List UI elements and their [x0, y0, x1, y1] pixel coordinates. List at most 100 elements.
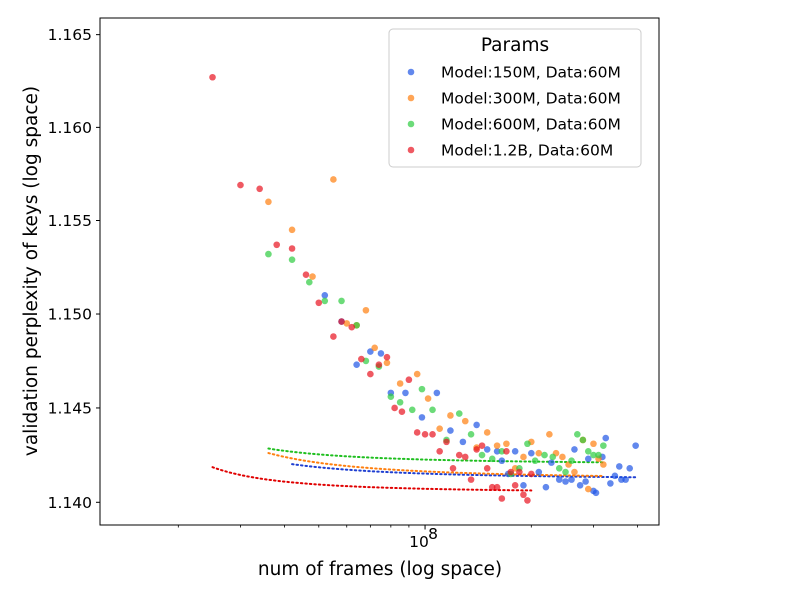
data-point	[467, 476, 475, 483]
data-point	[516, 468, 523, 476]
data-point	[584, 448, 592, 455]
data-point	[413, 429, 421, 436]
x-axis-title: num of frames (log space)	[258, 559, 502, 580]
data-point	[358, 355, 365, 363]
data-point	[302, 271, 310, 278]
data-point	[383, 353, 391, 361]
data-point	[622, 476, 629, 483]
data-point	[528, 470, 535, 478]
data-point	[418, 385, 426, 393]
data-point	[473, 446, 480, 453]
data-point	[483, 446, 491, 453]
data-point	[306, 278, 313, 286]
data-point	[520, 453, 527, 461]
data-point	[632, 442, 639, 449]
data-point	[559, 453, 566, 461]
data-points	[209, 73, 639, 504]
data-point	[511, 448, 519, 455]
data-point	[511, 481, 519, 489]
data-point	[528, 449, 535, 457]
data-point	[447, 427, 454, 434]
data-point	[507, 468, 515, 476]
data-point	[493, 442, 501, 449]
data-point	[288, 256, 296, 264]
data-point	[429, 406, 436, 414]
data-point	[548, 459, 555, 466]
data-point	[396, 399, 404, 406]
data-point	[455, 451, 463, 459]
data-point	[391, 404, 398, 412]
data-point	[443, 438, 450, 446]
x-tick-label-base: 10	[409, 533, 429, 551]
legend-label: Model:600M, Data:60M	[441, 116, 621, 134]
data-point	[449, 464, 457, 472]
data-point	[429, 431, 436, 438]
data-point	[375, 361, 383, 368]
data-point	[377, 350, 385, 357]
data-point	[562, 478, 569, 485]
data-point	[461, 453, 469, 461]
data-point	[498, 495, 506, 502]
data-point	[546, 431, 553, 438]
data-point	[367, 370, 374, 378]
data-point	[237, 181, 244, 189]
data-point	[483, 429, 491, 436]
data-point	[592, 489, 600, 497]
data-point	[568, 476, 575, 483]
y-tick-label: 1.150	[48, 306, 92, 324]
data-point	[611, 472, 619, 480]
data-point	[595, 451, 602, 459]
data-point	[478, 451, 486, 459]
data-point	[590, 451, 597, 459]
legend-label: Model:300M, Data:60M	[441, 90, 621, 108]
legend-marker	[407, 146, 415, 154]
x-tick-label: 10	[409, 533, 429, 551]
legend: Params Model:150M, Data:60M Model:300M, D…	[388, 28, 642, 168]
data-point	[571, 446, 578, 453]
fit-line	[291, 463, 639, 479]
data-point	[447, 412, 454, 419]
data-point	[571, 468, 578, 476]
data-point	[396, 380, 404, 387]
legend-marker	[407, 120, 415, 128]
data-point	[574, 431, 581, 438]
data-point	[549, 453, 557, 461]
fit-line	[267, 452, 605, 477]
data-point	[338, 318, 345, 325]
data-point	[542, 483, 550, 491]
data-point	[348, 323, 356, 331]
data-point	[398, 408, 406, 416]
data-point	[421, 431, 429, 438]
data-point	[590, 440, 597, 448]
data-point	[273, 241, 281, 249]
data-point	[584, 485, 592, 493]
data-point	[607, 480, 614, 487]
data-point	[371, 344, 378, 352]
data-point	[520, 481, 527, 489]
data-point	[493, 483, 501, 491]
data-point	[338, 297, 345, 305]
data-point	[367, 348, 374, 355]
y-tick-label: 1.145	[48, 399, 92, 417]
data-point	[535, 449, 543, 457]
data-point	[315, 299, 323, 307]
data-point	[488, 455, 496, 463]
y-tick-label: 1.160	[48, 119, 92, 137]
data-point	[408, 406, 416, 414]
data-point	[256, 185, 263, 193]
data-point	[541, 451, 548, 459]
data-point	[353, 361, 360, 368]
y-tick-label: 1.140	[48, 494, 92, 512]
data-point	[531, 457, 539, 465]
data-point	[209, 73, 216, 81]
y-axis: 1.140 1.145 1.150 1.155 1.160 1.165	[48, 26, 100, 512]
data-point	[343, 320, 351, 327]
data-point	[387, 393, 395, 400]
data-point	[455, 410, 463, 417]
data-point	[321, 297, 329, 305]
data-point	[418, 414, 426, 421]
data-point	[288, 245, 296, 252]
legend-label: Model:150M, Data:60M	[441, 64, 621, 82]
data-point	[383, 359, 391, 367]
fit-lines	[211, 447, 639, 492]
